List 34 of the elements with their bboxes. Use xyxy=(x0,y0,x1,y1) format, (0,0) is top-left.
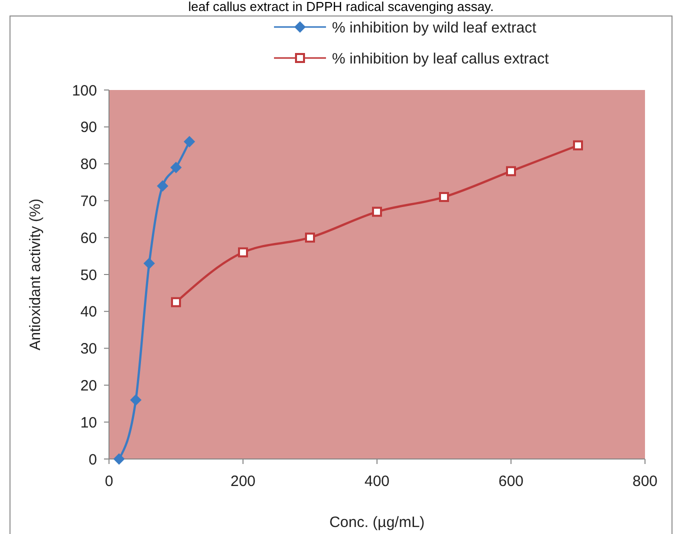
x-tick-label: 800 xyxy=(632,473,658,490)
x-tick-label: 600 xyxy=(498,473,524,490)
y-axis-title: Antioxidant activity (%) xyxy=(27,198,44,350)
point xyxy=(170,162,182,173)
point xyxy=(573,140,583,150)
point xyxy=(439,192,449,202)
point xyxy=(372,206,382,217)
point xyxy=(184,136,195,148)
point xyxy=(171,297,181,308)
chart-title: leaf callus extract in DPPH radical scavenging assay. xyxy=(188,0,494,14)
y-tick-label: 20 xyxy=(80,377,97,394)
point xyxy=(157,180,168,192)
y-tick-label: 70 xyxy=(80,192,97,210)
y-tick-label: 90 xyxy=(80,119,97,136)
x-tick-label: 400 xyxy=(364,473,390,490)
point xyxy=(238,247,248,258)
y-tick-label: 30 xyxy=(80,340,97,358)
x-tick-label: 0 xyxy=(104,473,114,490)
x-tick-label: 200 xyxy=(230,473,256,490)
y-tick-label: 80 xyxy=(80,156,97,174)
point xyxy=(130,394,142,406)
y-tick-label: 0 xyxy=(88,451,97,468)
legend-label: % inhibition by wild leaf extract xyxy=(332,19,538,36)
y-tick-label: 60 xyxy=(80,230,97,247)
y-tick-label: 50 xyxy=(80,266,97,284)
y-tick-label: 10 xyxy=(80,414,97,432)
point xyxy=(114,454,125,464)
legend-label: % inhibition by leaf callus extract xyxy=(332,50,550,68)
point xyxy=(506,166,516,176)
y-tick-label: 40 xyxy=(80,304,97,321)
y-tick-label: 100 xyxy=(72,82,97,100)
x-axis-title: Conc. (µg/mL) xyxy=(329,514,425,531)
point xyxy=(144,258,155,269)
point xyxy=(305,232,315,243)
